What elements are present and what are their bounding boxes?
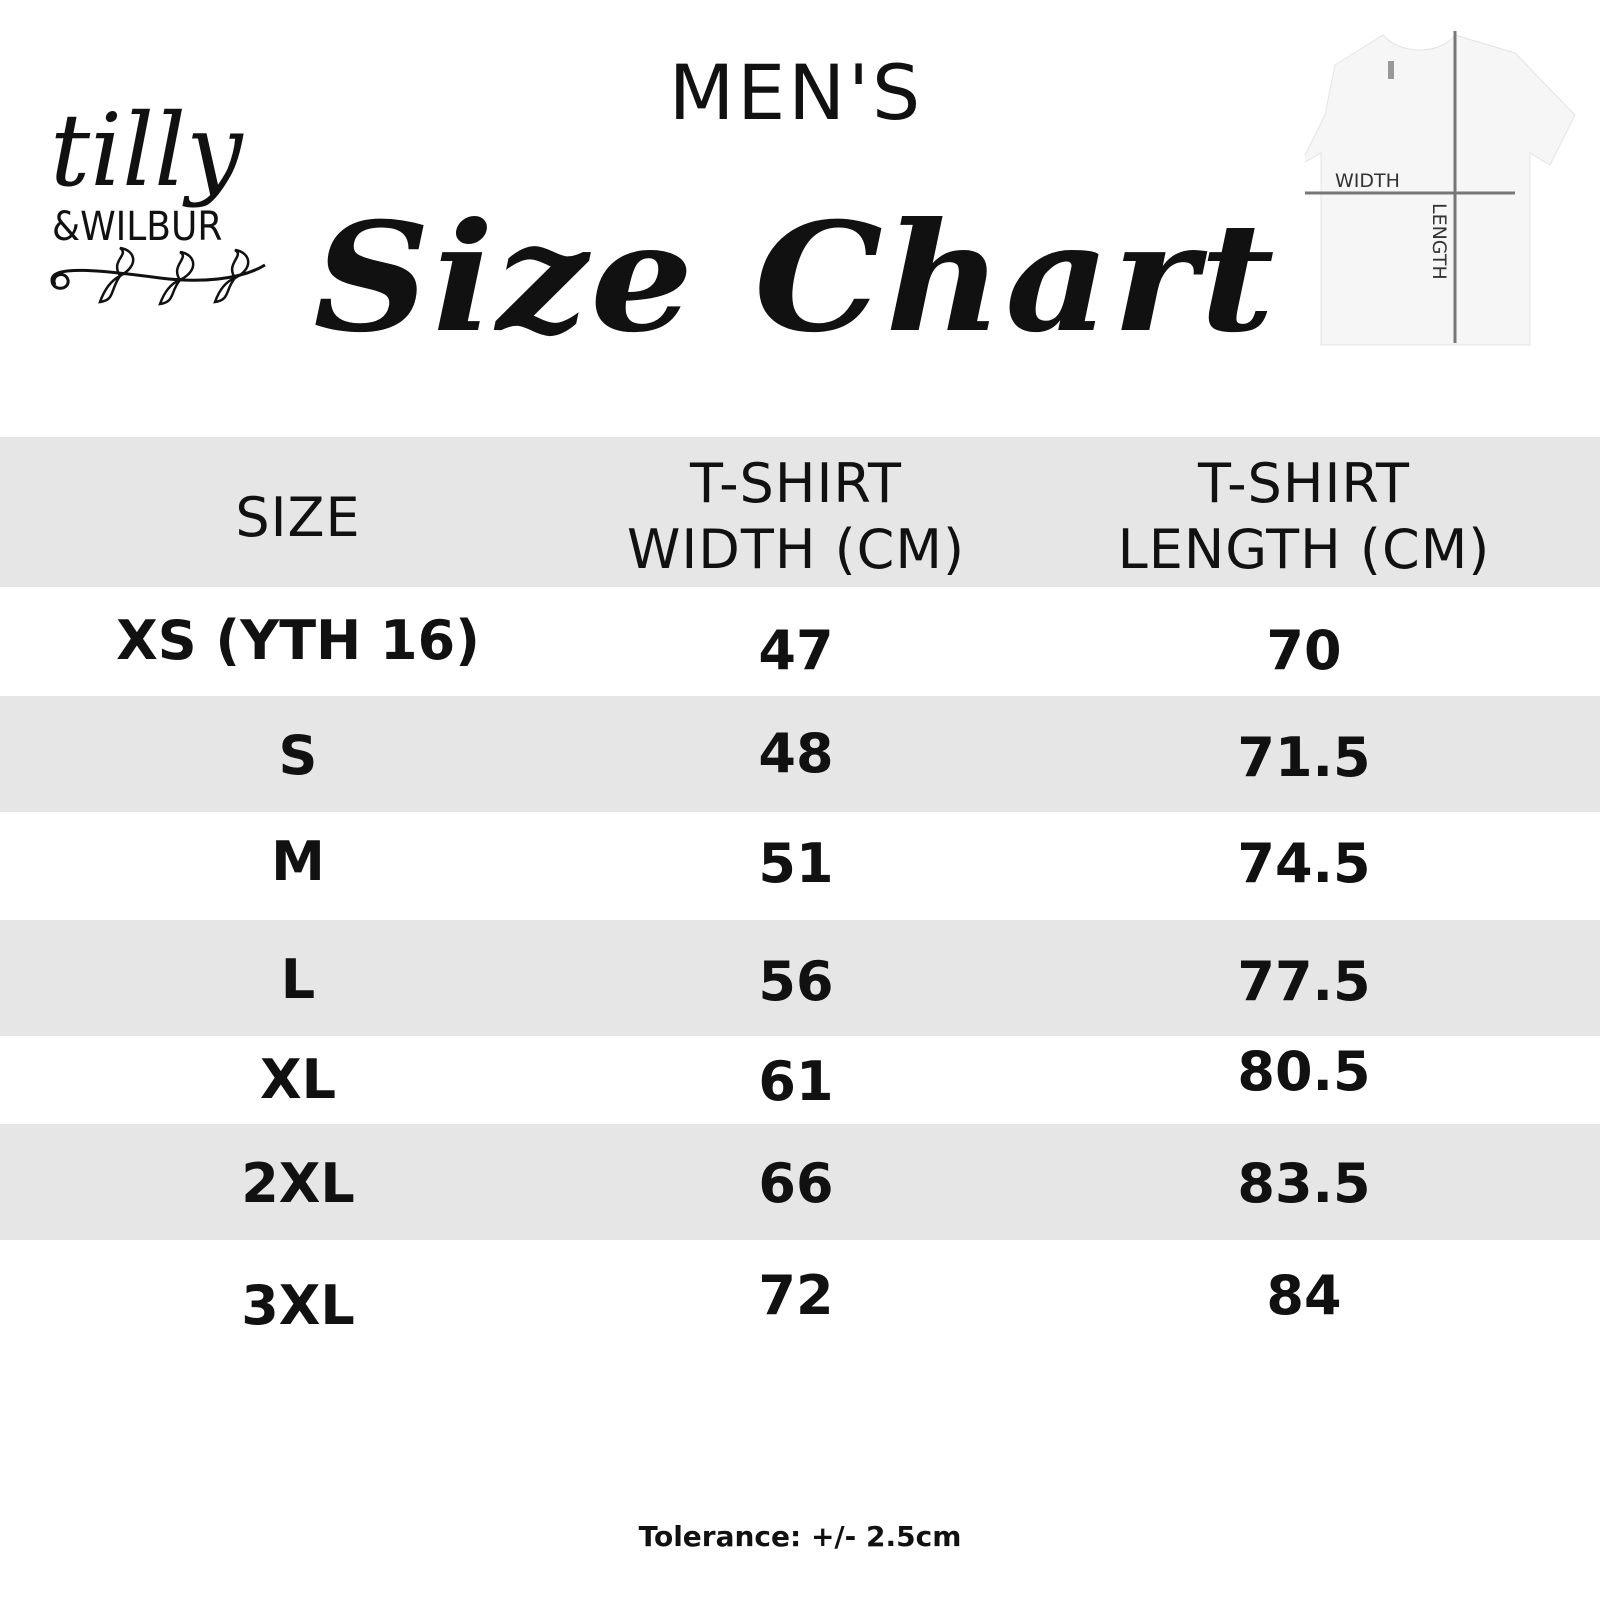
length-cell: 80.5	[1237, 1040, 1371, 1103]
length-cell: 83.5	[1237, 1152, 1371, 1215]
size-cell: XS (YTH 16)	[116, 609, 480, 672]
table-row: M 51 74.5	[0, 812, 1600, 920]
tolerance-note: Tolerance: +/- 2.5cm	[638, 1520, 962, 1553]
length-cell: 71.5	[1237, 726, 1371, 789]
header-width-line1: T-SHIRT	[690, 452, 902, 515]
length-cell: 77.5	[1237, 950, 1371, 1013]
tshirt-measurement-diagram: WIDTH LENGTH	[1298, 25, 1595, 355]
table-row: 2XL 66 83.5	[0, 1124, 1600, 1240]
length-cell: 70	[1266, 619, 1342, 682]
table-row: L 56 77.5	[0, 920, 1600, 1036]
page-subtitle: MEN'S	[0, 48, 1600, 137]
width-cell: 66	[758, 1152, 834, 1215]
header-length: T-SHIRT LENGTH (CM)	[1054, 451, 1554, 583]
size-cell: L	[280, 948, 316, 1011]
size-cell: S	[278, 724, 318, 787]
size-cell: M	[271, 830, 325, 893]
width-cell: 56	[758, 950, 834, 1013]
width-cell: 48	[758, 722, 834, 785]
table-row: 3XL 72 84	[0, 1240, 1600, 1350]
svg-text:&WILBUR: &WILBUR	[52, 204, 222, 250]
header-length-line2: LENGTH (CM)	[1117, 518, 1491, 581]
header-width-line2: WIDTH (CM)	[626, 518, 966, 581]
header-length-line1: T-SHIRT	[1198, 452, 1410, 515]
width-cell: 51	[758, 832, 834, 895]
table-header: SIZE T-SHIRT WIDTH (CM) T-SHIRT LENGTH (…	[0, 437, 1600, 587]
page-title: Size Chart	[313, 190, 1277, 366]
width-label: WIDTH	[1335, 170, 1400, 192]
width-cell: 61	[758, 1050, 834, 1113]
width-cell: 72	[758, 1264, 834, 1327]
tilly-wilbur-logo: tilly &WILBUR	[40, 80, 270, 310]
length-cell: 74.5	[1237, 832, 1371, 895]
table-row: S 48 71.5	[0, 696, 1600, 812]
table-row: XS (YTH 16) 47 70	[0, 587, 1600, 696]
header-width: T-SHIRT WIDTH (CM)	[596, 451, 996, 583]
length-cell: 84	[1266, 1264, 1342, 1327]
size-cell: 2XL	[241, 1152, 355, 1215]
width-cell: 47	[758, 619, 834, 682]
table-row: XL 61 80.5	[0, 1036, 1600, 1124]
size-cell: XL	[259, 1048, 337, 1111]
size-cell: 3XL	[241, 1274, 355, 1337]
length-label: LENGTH	[1428, 203, 1450, 280]
header-size: SIZE	[235, 486, 361, 549]
subtitle-text: MEN'S	[668, 48, 924, 137]
svg-text:tilly: tilly	[50, 92, 244, 209]
